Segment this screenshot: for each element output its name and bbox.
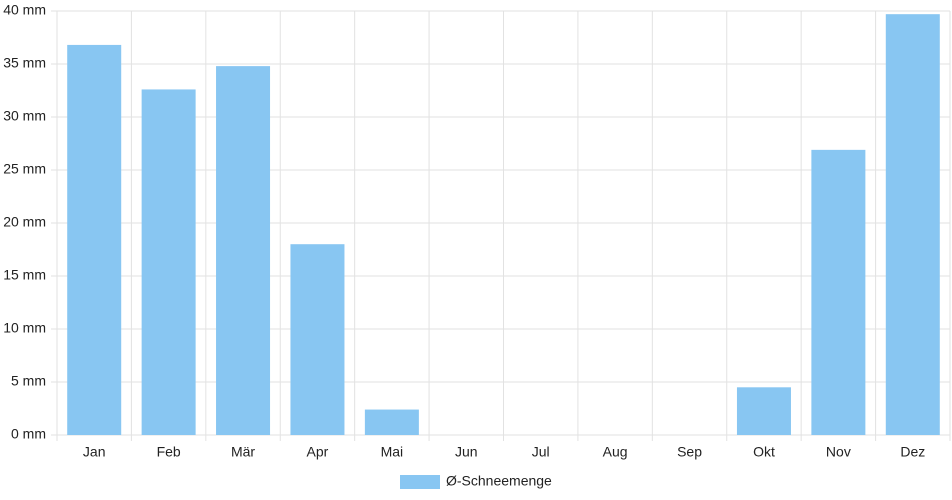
y-tick-label: 15 mm <box>3 267 46 283</box>
y-tick-label: 35 mm <box>3 55 46 71</box>
x-tick-label: Dez <box>900 444 925 460</box>
y-tick-label: 20 mm <box>3 214 46 230</box>
x-tick-label: Nov <box>826 444 851 460</box>
legend-swatch <box>400 475 440 489</box>
bar <box>736 387 791 435</box>
bar <box>290 244 345 435</box>
bar <box>885 14 940 436</box>
x-tick-label: Mai <box>381 444 404 460</box>
x-tick-label: Feb <box>157 444 181 460</box>
x-tick-label: Apr <box>307 444 329 460</box>
bar <box>67 44 122 436</box>
x-tick-label: Jun <box>455 444 478 460</box>
y-tick-label: 30 mm <box>3 108 46 124</box>
x-tick-label: Okt <box>753 444 775 460</box>
bar <box>811 149 866 436</box>
y-tick-label: 0 mm <box>11 426 46 442</box>
y-tick-label: 40 mm <box>3 2 46 18</box>
bar <box>141 89 196 435</box>
y-tick-label: 10 mm <box>3 320 46 336</box>
x-tick-label: Sep <box>677 444 702 460</box>
x-tick-label: Aug <box>603 444 628 460</box>
bar <box>364 409 419 435</box>
legend-label: Ø-Schneemenge <box>446 473 552 489</box>
x-tick-label: Mär <box>231 444 255 460</box>
y-tick-label: 25 mm <box>3 161 46 177</box>
bar <box>216 66 271 436</box>
y-tick-label: 5 mm <box>11 373 46 389</box>
x-tick-label: Jan <box>83 444 106 460</box>
x-tick-label: Jul <box>532 444 550 460</box>
